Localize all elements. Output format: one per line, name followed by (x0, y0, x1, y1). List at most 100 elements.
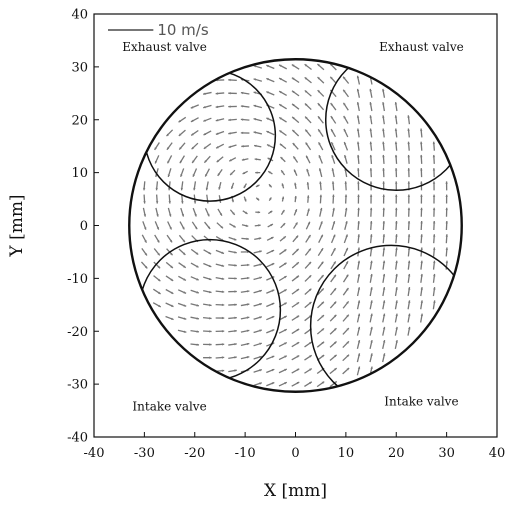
x-tick-label: 20 (388, 446, 405, 461)
vector-arrowhead (343, 76, 346, 80)
vector-arrowhead (420, 221, 423, 224)
vector-arrowhead (166, 133, 169, 137)
vector-arrowhead (357, 181, 360, 184)
vector-arrowhead (369, 141, 373, 145)
vector-arrowhead (266, 117, 269, 121)
vector-arrowhead (246, 303, 250, 306)
vector-arrowhead (259, 329, 262, 332)
vector-arrowhead (420, 168, 423, 171)
vector-arrowhead (284, 276, 287, 279)
vector-arrowhead (192, 174, 196, 177)
vector-arrowhead (394, 102, 398, 105)
vector-arrowhead (244, 211, 248, 214)
vector-arrowhead (346, 341, 349, 344)
vector-arrowhead (395, 221, 398, 224)
vector-arrowhead (294, 209, 298, 212)
y-tick-label: 30 (71, 60, 88, 75)
vector-arrowhead (191, 133, 194, 136)
vector-arrowhead (228, 105, 231, 108)
vector-arrowhead (279, 143, 283, 147)
vector-arrowhead (332, 207, 335, 211)
vector-arrowhead (317, 63, 320, 67)
vector-arrowhead (183, 265, 186, 268)
vector-arrowhead (221, 356, 225, 359)
vector-arrowhead (281, 196, 285, 200)
vector-arrowhead (246, 237, 249, 241)
vector-arrowhead (240, 91, 244, 95)
vector-arrowhead (332, 221, 336, 224)
vector-arrowhead (215, 132, 219, 135)
vector-arrowhead (271, 263, 275, 266)
vector-arrowhead (394, 128, 398, 131)
vector-arrowhead (191, 146, 195, 150)
vector-arrowhead (321, 341, 325, 345)
vector-arrowhead (309, 381, 312, 385)
vector-arrowhead (157, 239, 160, 243)
vector-arrowhead (257, 211, 261, 214)
vector-arrowhead (420, 234, 423, 237)
vector-arrowhead (241, 158, 245, 161)
vector-arrowhead (420, 300, 424, 303)
vector-arrowhead (233, 225, 236, 228)
vector-arrowhead (182, 226, 185, 230)
vector-arrowhead (254, 144, 257, 148)
vector-arrowhead (292, 103, 295, 107)
vector-arrowhead (221, 343, 225, 346)
vector-arrowhead (256, 197, 260, 201)
vector-arrowhead (271, 316, 275, 319)
vector-arrowhead (433, 260, 436, 264)
vector-arrowhead (296, 328, 300, 332)
vector-arrowhead (445, 260, 449, 264)
vector-arrowhead (253, 131, 257, 134)
vector-arrowhead (369, 115, 372, 118)
vector-arrowhead (321, 328, 325, 331)
vector-arrowhead (183, 291, 187, 294)
vector-arrowhead (346, 328, 349, 331)
vector-arrowhead (228, 132, 231, 135)
vector-arrowhead (369, 181, 373, 184)
vector-arrowhead (382, 194, 385, 197)
x-tick-label: -20 (184, 446, 205, 461)
vector-arrowhead (271, 355, 275, 359)
vector-arrowhead (154, 160, 158, 164)
vector-arrowhead (345, 261, 349, 264)
vector-arrowhead (305, 129, 308, 133)
vector-arrowhead (382, 221, 386, 224)
vector-arrowhead (215, 105, 219, 109)
vector-arrowhead (219, 213, 222, 216)
vector-arrowhead (394, 141, 398, 145)
vector-arrowhead (271, 250, 275, 253)
vector-arrowhead (345, 274, 349, 278)
vector-arrowhead (420, 181, 423, 184)
y-tick-label: -30 (67, 378, 88, 393)
vector-arrowhead (332, 194, 335, 197)
vector-arrowhead (195, 265, 199, 268)
vector-arrowhead (196, 330, 199, 333)
vector-arrowhead (432, 234, 436, 237)
vector-arrowhead (221, 369, 225, 372)
vector-arrowhead (331, 181, 335, 184)
vector-arrowhead (305, 116, 308, 120)
vector-arrowhead (343, 89, 346, 93)
vector-arrowhead (357, 313, 361, 317)
vector-arrowhead (432, 194, 436, 197)
vector-arrowhead (420, 247, 423, 250)
vector-arrowhead (209, 330, 212, 333)
vector-arrowhead (271, 289, 275, 292)
vector-arrowhead (382, 260, 386, 264)
vector-arrowhead (296, 342, 300, 345)
vector-arrowhead (395, 313, 398, 317)
vector-arrowhead (357, 247, 361, 250)
vector-arrowhead (196, 304, 199, 307)
vector-arrowhead (318, 155, 322, 158)
vector-arrowhead (357, 207, 360, 211)
x-tick-label: -30 (134, 446, 155, 461)
valve-label-2: Exhaust valve (379, 40, 464, 54)
vector-arrowhead (345, 247, 348, 251)
vector-arrowhead (282, 223, 286, 226)
vector-arrowhead (209, 343, 212, 346)
vector-arrowhead (291, 90, 295, 94)
vector-arrowhead (203, 119, 206, 122)
vector-arrowhead (420, 287, 423, 290)
vector-arrowhead (370, 353, 373, 356)
